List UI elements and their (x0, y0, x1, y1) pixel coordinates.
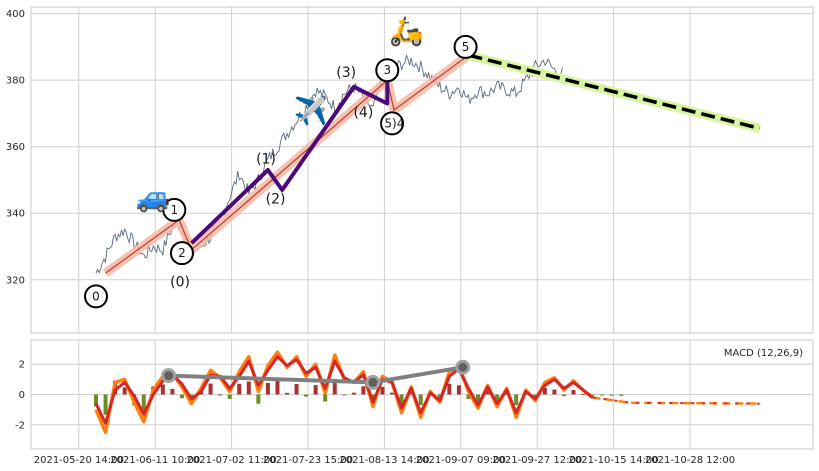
macd-histogram-bar (437, 394, 442, 399)
xtick-label: 2021-09-07 09:00 (416, 455, 506, 466)
price-ytick-label: 320 (6, 275, 25, 286)
macd-histogram-bar (390, 392, 395, 395)
macd-histogram-bar (179, 394, 184, 399)
macd-histogram-bar (160, 384, 165, 395)
scooter-icon: 🛵 (389, 14, 424, 47)
signal-forecast-line (592, 396, 760, 405)
macd-histogram-bar (533, 394, 538, 398)
macd-histogram-bar (246, 381, 251, 395)
wave-circle (84, 284, 108, 309)
xtick-label: 2021-07-23 15:00 (263, 455, 353, 466)
macd-histogram-bar (581, 393, 586, 395)
macd-histogram-bar (485, 390, 490, 395)
subwave-label: (1) (256, 151, 276, 167)
xtick-label: 2021-05-20 14:00 (34, 455, 124, 466)
subwave-label: (3) (336, 65, 356, 81)
divergence-point (161, 368, 177, 384)
macd-histogram-bar (265, 382, 270, 395)
macd-histogram-bar (571, 390, 576, 395)
macd-histogram-bar (141, 394, 146, 411)
macd-histogram-bar (561, 394, 566, 397)
price-ytick-label: 360 (6, 142, 25, 153)
macd-histogram-bar (466, 394, 471, 399)
macd-ytick-label: 0 (19, 390, 25, 401)
macd-histogram-bar (94, 394, 98, 407)
macd-forecast-line (592, 396, 760, 405)
macd-histogram-bar (609, 394, 614, 396)
macd-histogram-bar (361, 386, 366, 395)
macd-ytick-label: 2 (19, 360, 25, 371)
macd-histogram-bar (342, 394, 347, 396)
macd-histogram-bar (600, 394, 605, 396)
subwave-line (190, 80, 390, 245)
wave-circle (380, 111, 405, 136)
wave-circle (453, 34, 478, 59)
macd-histogram-bar (552, 389, 557, 395)
divergence-point (455, 359, 471, 375)
divergence-point (365, 374, 381, 390)
wave-circle (162, 197, 187, 222)
macd-histogram-bar (409, 390, 414, 395)
macd-histogram-bar (237, 383, 242, 395)
subwave-label: (4) (353, 105, 373, 121)
macd-histogram-bar (351, 392, 356, 395)
xtick-label: 2021-06-11 10:00 (110, 455, 200, 466)
macd-histogram-bar (447, 383, 452, 395)
price-ytick-label: 400 (6, 9, 25, 20)
car-icon: 🚙 (136, 181, 171, 214)
forecast-line (468, 53, 761, 131)
price-frame (30, 6, 814, 334)
macd-histogram-bar (313, 385, 318, 395)
signal-line (94, 355, 594, 425)
subwave-label: (0) (170, 274, 190, 290)
macd-histogram-bar (332, 378, 337, 395)
wave-circle-label: (5)4 (380, 116, 405, 130)
macd-histogram-bar (285, 392, 289, 395)
wave-circle-label: 5 (462, 40, 470, 54)
xtick-label: 2021-10-28 12:00 (645, 455, 735, 466)
airplane-icon: ✈️ (293, 93, 328, 127)
macd-histogram-bar (275, 380, 280, 395)
macd-histogram-bar (256, 394, 261, 404)
wave-circle (375, 58, 400, 83)
macd-histogram-bar (122, 387, 127, 395)
xtick-label: 2021-10-15 14:00 (569, 455, 659, 466)
macd-histogram-bar (304, 394, 309, 397)
macd-histogram-bar (619, 394, 624, 396)
wave-circle-label: 1 (170, 203, 178, 217)
wave-line (105, 54, 469, 274)
macd-histogram-bar (218, 394, 223, 396)
macd-histogram-bar (103, 394, 108, 415)
macd-histogram-bar (590, 394, 595, 396)
wave-circle-label: 3 (383, 63, 391, 77)
macd-histogram-bar (542, 387, 547, 395)
macd-histogram-bar (476, 394, 480, 402)
xtick-label: 2021-08-13 14:00 (339, 455, 429, 466)
wave-circle (169, 241, 194, 266)
macd-ytick-label: -2 (15, 420, 25, 431)
xtick-label: 2021-07-02 11:00 (187, 455, 277, 466)
macd-histogram-bar (294, 383, 299, 395)
macd-histogram-bar (418, 394, 423, 406)
wave-circle-label: 2 (178, 246, 186, 260)
price-panel: 320 340 360 380 400 0 1 2 3 (5)4 5 (0) (1) (2) (3) (4) 🚙… (6, 6, 814, 334)
xtick-label: 2021-09-27 12:00 (492, 455, 582, 466)
macd-histogram-bar (456, 385, 461, 395)
macd-histogram-bar (495, 394, 500, 402)
price-ytick-label: 380 (6, 76, 25, 87)
macd-histogram-bar (514, 394, 519, 406)
subwave-label: (2) (266, 191, 286, 207)
macd-histogram-bar (170, 388, 175, 395)
macd-legend-label: MACD (12,26,9) (724, 348, 803, 359)
price-ytick-label: 340 (6, 209, 25, 220)
macd-histogram-bar (208, 383, 213, 395)
macd-histogram-bar (399, 394, 404, 405)
macd-histogram-bar (227, 394, 232, 399)
macd-histogram-bar (380, 386, 385, 395)
wave-circle-label: 0 (92, 289, 100, 303)
macd-histogram-bar (323, 394, 328, 402)
